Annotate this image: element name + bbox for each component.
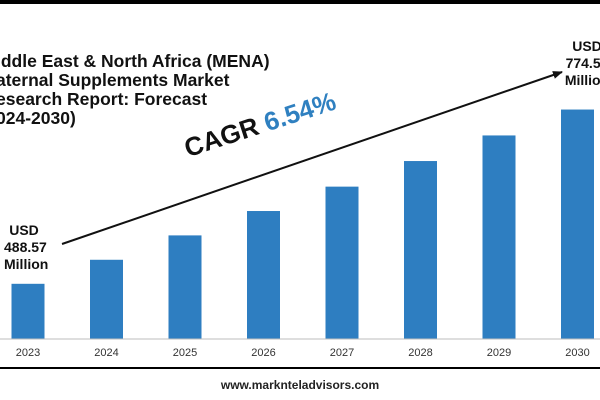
title-line-1: iddle East & North Africa (MENA) <box>0 51 270 71</box>
title-line-3: esearch Report: Forecast <box>0 89 208 109</box>
title-line-4: 024-2030) <box>0 108 76 128</box>
x-tick-label: 2023 <box>16 347 40 359</box>
start-unit: Million <box>4 256 49 272</box>
bar-2030 <box>561 109 594 339</box>
end-value-label: USD 774.50 Million <box>552 38 600 89</box>
x-tick-label: 2030 <box>565 347 589 359</box>
bar-2027 <box>325 186 359 339</box>
bar-2023 <box>11 283 45 339</box>
x-tick-label: 2026 <box>251 347 275 359</box>
bar-2025 <box>168 235 202 339</box>
bar-2026 <box>247 211 280 339</box>
title-line-2: aternal Supplements Market <box>0 70 230 90</box>
end-unit: Million <box>564 72 600 88</box>
start-value-label: USD 488.57 Million <box>4 222 49 273</box>
website-url: www.marknteladvisors.com <box>220 378 380 392</box>
bars-group <box>11 109 594 339</box>
bar-2024 <box>90 259 123 339</box>
chart-title: iddle East & North Africa (MENA) aternal… <box>0 52 296 128</box>
x-tick-label: 2028 <box>408 347 432 359</box>
end-currency: USD <box>572 38 600 54</box>
bar-2028 <box>404 161 437 339</box>
x-tick-label: 2025 <box>173 347 197 359</box>
x-tick-labels: 2023 2024 2025 2026 2027 2028 2029 2030 <box>16 347 590 359</box>
top-border <box>0 0 600 4</box>
x-tick-label: 2024 <box>94 347 118 359</box>
x-tick-label: 2027 <box>330 347 354 359</box>
growth-arrow <box>61 71 563 245</box>
start-currency: USD <box>9 222 39 238</box>
x-tick-label: 2029 <box>487 347 511 359</box>
bar-2029 <box>482 135 516 339</box>
end-value: 774.50 <box>565 55 600 71</box>
footer-divider <box>0 367 600 369</box>
start-value: 488.57 <box>4 239 47 255</box>
